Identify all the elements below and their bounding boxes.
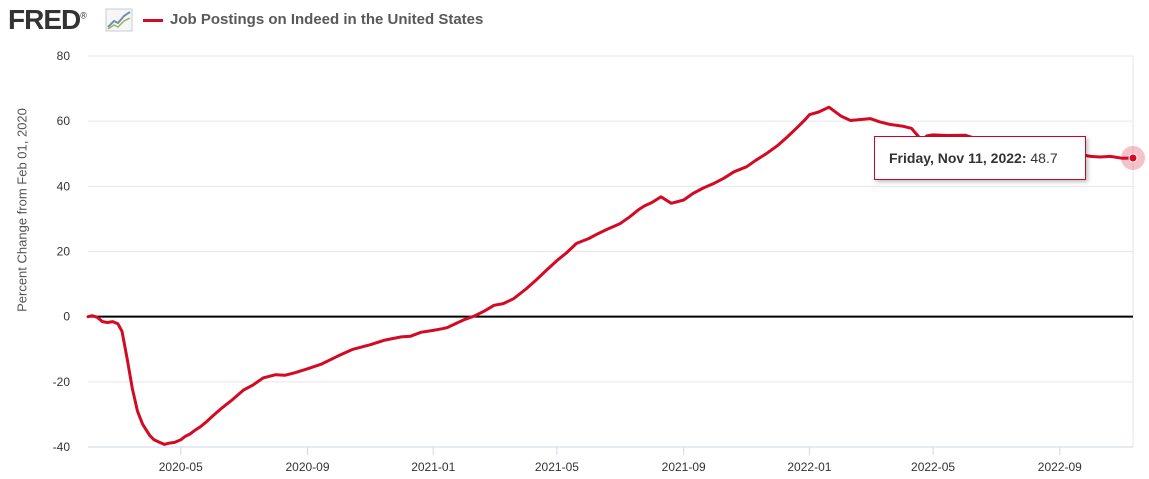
legend-swatch [143, 19, 163, 22]
trend-chart-icon [105, 8, 133, 32]
x-tick-label: 2021-01 [411, 460, 455, 474]
registered-mark: ® [80, 10, 87, 21]
legend-series-name[interactable]: Job Postings on Indeed in the United Sta… [170, 11, 484, 28]
y-tick-label: 80 [57, 49, 71, 63]
y-tick-label: 20 [57, 245, 71, 259]
y-tick-label: -40 [53, 440, 71, 454]
x-tick-label: 2022-09 [1038, 460, 1082, 474]
x-tick-label: 2020-09 [285, 460, 329, 474]
y-tick-labels: 80 60 40 20 0 -20 -40 [53, 49, 71, 454]
data-tooltip: Friday, Nov 11, 2022: 48.7 [874, 136, 1086, 180]
y-tick-label: 60 [57, 114, 71, 128]
y-tick-label: 40 [57, 179, 71, 193]
x-tick-labels: 2020-05 2020-09 2021-01 2021-05 2021-09 2022-… [159, 447, 1082, 474]
x-tick-label: 2020-05 [159, 460, 203, 474]
x-tick-label: 2022-05 [911, 460, 955, 474]
fred-logo[interactable]: FRED® [8, 4, 87, 36]
tooltip-value: 48.7 [1030, 150, 1058, 166]
hover-marker [1128, 153, 1138, 163]
x-tick-label: 2022-01 [787, 460, 831, 474]
y-tick-label: -20 [53, 375, 71, 389]
x-tick-label: 2021-05 [535, 460, 579, 474]
series-line [86, 105, 1135, 446]
fred-logo-text: FRED [8, 4, 81, 35]
chart-header: FRED® Job Postings on Indeed in the Unit… [0, 0, 1149, 42]
x-tick-label: 2021-09 [662, 460, 706, 474]
tooltip-date: Friday, Nov 11, 2022: [889, 150, 1027, 166]
y-tick-label: 0 [63, 310, 70, 324]
